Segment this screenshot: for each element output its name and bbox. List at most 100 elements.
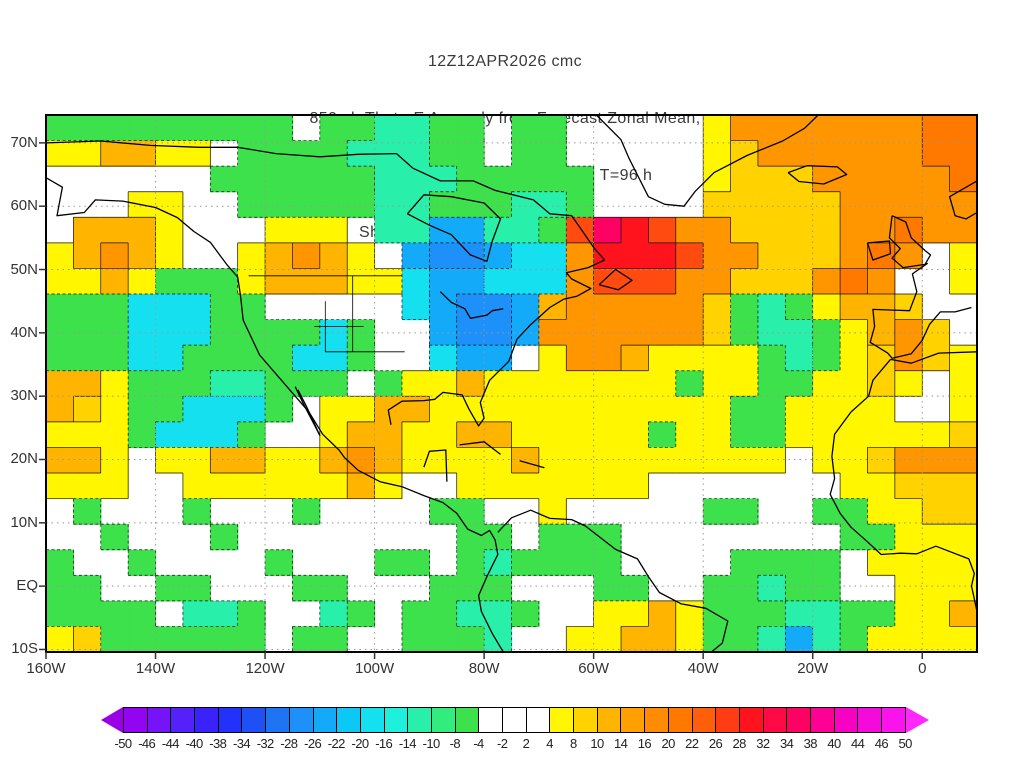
anomaly-cell (730, 447, 759, 474)
colorbar-cell (265, 707, 290, 733)
colorbar-label: -46 (138, 736, 156, 751)
anomaly-cell (456, 396, 485, 423)
anomaly-cell (210, 396, 239, 423)
anomaly-cell (128, 626, 157, 653)
anomaly-cell (785, 396, 814, 423)
anomaly-cell (949, 242, 978, 270)
colorbar: -50 -46 -44 -40 -38 -34 -32 -28 -26 -22 -20 -16 -14-… (101, 707, 929, 751)
anomaly-cell (292, 191, 321, 218)
anomaly-cell (237, 421, 266, 449)
colorbar-cell (596, 707, 622, 733)
anomaly-cell (292, 217, 321, 244)
anomaly-cell (648, 242, 677, 270)
coastline (598, 268, 633, 291)
anomaly-cell (840, 191, 869, 218)
anomaly-cell (265, 473, 294, 500)
coastline (406, 194, 502, 262)
anomaly-cell (511, 549, 540, 576)
anomaly-cell (484, 421, 513, 449)
title-run-model: 12Z12APR2026 cmc (427, 53, 583, 70)
anomaly-cell (757, 626, 786, 653)
anomaly-cell (648, 217, 677, 244)
colorbar-label: 34 (779, 736, 794, 751)
anomaly-cell (648, 345, 677, 372)
anomaly-cell (894, 166, 923, 193)
coastline (595, 114, 819, 207)
colorbar-cell (336, 707, 361, 733)
anomaly-cell (621, 242, 649, 270)
colorbar-label: -50 (114, 736, 133, 751)
anomaly-cell (648, 268, 677, 295)
anomaly-cell (566, 294, 595, 321)
anomaly-cell (538, 115, 567, 142)
anomaly-cell (648, 626, 677, 653)
anomaly-cell (128, 600, 157, 628)
anomaly-cell (429, 626, 458, 653)
anomaly-cell (757, 268, 786, 295)
anomaly-cell (922, 191, 951, 218)
anomaly-cell (182, 268, 211, 295)
anomaly-cell (648, 370, 677, 397)
anomaly-cell (210, 600, 239, 628)
anomaly-cell (894, 575, 923, 602)
anomaly-cell (429, 217, 458, 244)
anomaly-cell (237, 345, 266, 372)
anomaly-cell (292, 242, 321, 270)
anomaly-cell (265, 447, 294, 474)
anomaly-cell (155, 294, 184, 321)
anomaly-cell (319, 626, 348, 653)
anomaly-cell (237, 447, 266, 474)
anomaly-cell (429, 268, 458, 295)
anomaly-cell (648, 600, 677, 628)
lat-label-EQ: EQ (16, 577, 38, 595)
anomaly-cell (840, 294, 869, 321)
anomaly-cell (319, 421, 348, 449)
anomaly-cell (347, 447, 376, 474)
anomaly-cell (429, 421, 458, 449)
colorbar-label: 20 (661, 736, 675, 751)
anomaly-cell (100, 140, 129, 167)
anomaly-cell (812, 396, 841, 423)
anomaly-cell (812, 268, 841, 295)
anomaly-cell (374, 268, 403, 295)
anomaly-cell (155, 626, 184, 653)
colorbar-cell (525, 707, 551, 733)
anomaly-cell (182, 600, 211, 628)
colorbar-cell (383, 707, 409, 733)
anomaly-cell (319, 166, 348, 193)
anomaly-cell (593, 370, 622, 397)
anomaly-cell (456, 549, 485, 576)
lon-label-80W: 80W (468, 660, 500, 677)
anomaly-cell (812, 600, 841, 628)
colorbar-cell (288, 707, 314, 733)
colorbar-label: -26 (304, 736, 322, 751)
colorbar-cell (123, 707, 148, 733)
anomaly-cell (210, 294, 239, 321)
anomaly-cell (46, 294, 74, 321)
anomaly-cell (894, 421, 923, 449)
anomaly-cell (429, 166, 458, 193)
anomaly-cell (155, 421, 184, 449)
anomaly-cell (155, 575, 184, 602)
anomaly-cell (100, 115, 129, 142)
anomaly-cell (237, 473, 266, 500)
anomaly-cell (46, 600, 74, 628)
anomaly-cell (593, 600, 622, 628)
anomaly-cell (319, 447, 348, 474)
anomaly-cell (292, 166, 321, 193)
anomaly-cell (429, 396, 458, 423)
anomaly-cell (703, 345, 732, 372)
anomaly-cell (511, 600, 540, 628)
colorbar-label: 10 (590, 736, 604, 751)
colorbar-cell (786, 707, 811, 733)
anomaly-cell (402, 242, 430, 270)
anomaly-cell (867, 626, 896, 653)
anomaly-cell (210, 447, 239, 474)
colorbar-label: -34 (233, 736, 251, 751)
anomaly-cell (374, 217, 403, 244)
anomaly-cell (100, 396, 129, 423)
anomaly-cell (429, 294, 458, 321)
anomaly-cell (100, 294, 129, 321)
anomaly-cell (456, 115, 485, 142)
